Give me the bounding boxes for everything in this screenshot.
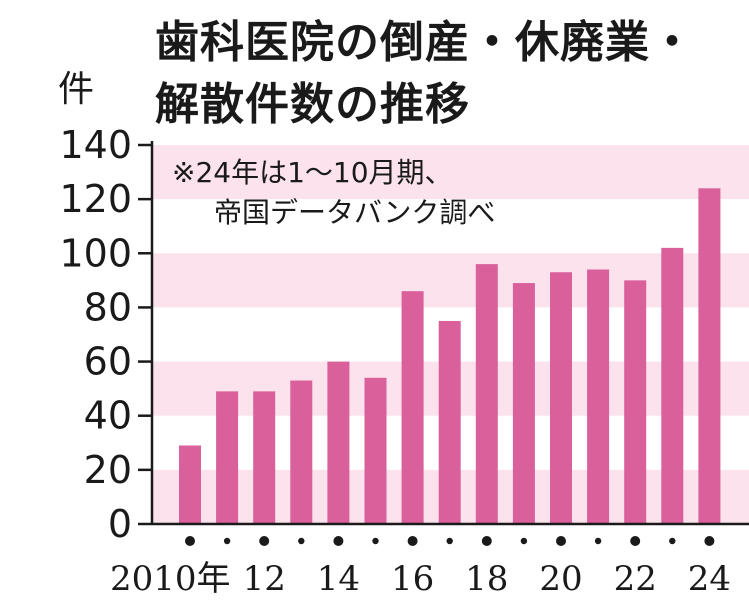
x-tick-dot	[481, 536, 492, 546]
x-tick-dot	[259, 536, 270, 546]
x-tick-label: 14	[317, 559, 360, 599]
y-tick-label: 0	[108, 502, 132, 546]
x-tick-dot	[185, 536, 195, 546]
bar-2017	[438, 320, 461, 524]
x-tick-label: 16	[391, 559, 434, 599]
x-tick-label: 24	[688, 559, 731, 599]
bar-2018	[475, 264, 498, 524]
bar-2021	[587, 269, 610, 524]
bars	[179, 188, 721, 525]
x-tick-label: 12	[243, 559, 286, 599]
x-tick-dot	[669, 537, 676, 545]
bar-2023	[661, 247, 684, 524]
x-tick-dot	[704, 536, 715, 546]
x-tick-dot	[372, 537, 379, 545]
x-tick-dot	[556, 536, 566, 546]
bar-2012	[253, 391, 276, 524]
grid-band	[152, 145, 749, 200]
bar-2013	[290, 380, 313, 524]
y-tick-label: 80	[84, 285, 132, 329]
note-line-2: 帝国データバンク調べ	[214, 196, 496, 229]
x-tick-label: 2010年	[110, 559, 231, 599]
y-tick-label: 60	[84, 340, 132, 384]
y-tick-label: 100	[59, 231, 132, 275]
chart-title-line-1: 歯科医院の倒産・休廃業・	[155, 17, 695, 68]
x-tick-dot	[407, 536, 418, 546]
bar-2022	[624, 280, 647, 524]
x-tick-dot	[223, 537, 231, 545]
bar-2010	[179, 445, 201, 524]
x-tick-dot	[298, 537, 305, 545]
y-tick-label: 140	[59, 123, 132, 167]
x-tick-dot	[333, 536, 344, 546]
x-axis: 2010年 12 14 16 18 20 22 24	[110, 522, 749, 599]
y-tick-label: 120	[59, 177, 132, 221]
y-tick-label: 20	[84, 448, 132, 492]
y-axis: 0 20 40 60 80 100 120 140	[59, 123, 154, 546]
x-tick-label: 20	[539, 559, 582, 599]
x-tick-label: 18	[465, 559, 508, 599]
x-tick-dot	[630, 536, 641, 546]
y-tick-label: 40	[84, 394, 132, 438]
bar-2019	[512, 283, 535, 524]
bar-2014	[327, 361, 350, 524]
bar-2016	[401, 291, 424, 524]
grid-band	[152, 253, 749, 308]
x-tick-dot	[594, 537, 602, 545]
x-tick-dot	[446, 537, 453, 545]
x-tick-label: 22	[614, 559, 657, 599]
bar-2020	[550, 272, 572, 524]
bar-2011	[216, 391, 239, 524]
chart-title-line-2: 解散件数の推移	[155, 79, 470, 130]
x-tick-dot	[520, 537, 528, 545]
bar-2015	[364, 377, 387, 524]
bar-2024	[698, 188, 721, 525]
note-line-1: ※24年は1～10月期、	[172, 156, 453, 189]
y-unit-label: 件	[58, 69, 95, 110]
